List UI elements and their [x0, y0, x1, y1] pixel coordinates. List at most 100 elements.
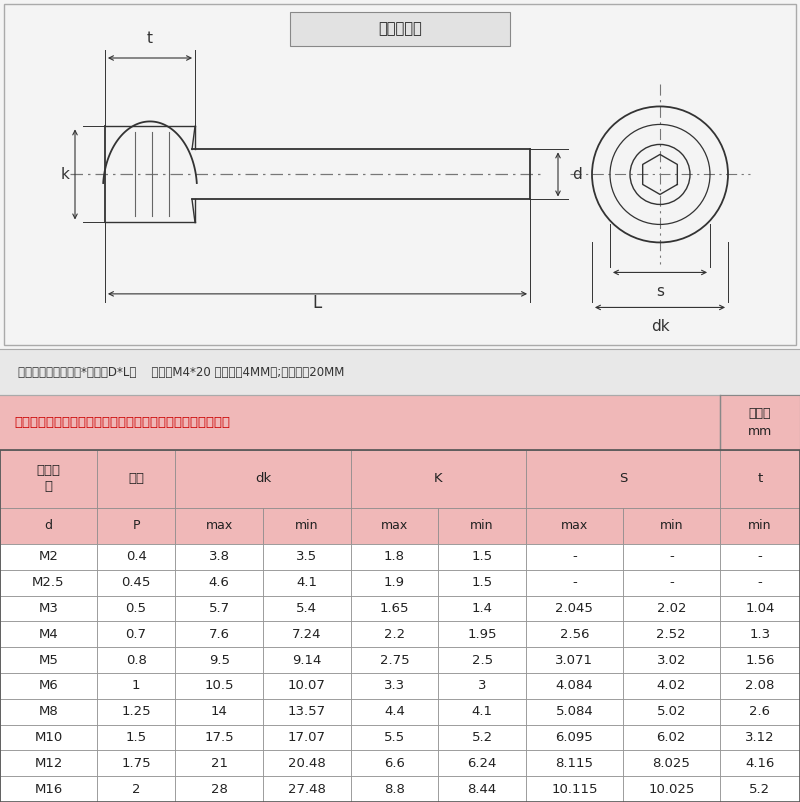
Text: M16: M16	[34, 783, 62, 796]
Text: 单位：
mm: 单位： mm	[748, 407, 772, 438]
Bar	[438, 776, 526, 802]
Bar	[0, 724, 97, 751]
Text: 2.5: 2.5	[471, 654, 493, 666]
Bar	[0, 450, 800, 802]
Text: 0.8: 0.8	[126, 654, 146, 666]
Bar	[263, 508, 350, 544]
Text: 2.2: 2.2	[384, 628, 405, 641]
Text: 3.02: 3.02	[657, 654, 686, 666]
Text: M8: M8	[38, 705, 58, 718]
Text: M2.5: M2.5	[32, 576, 65, 589]
Bar	[263, 724, 350, 751]
Bar	[175, 724, 263, 751]
Bar	[0, 349, 800, 395]
Text: 21: 21	[210, 757, 228, 770]
Bar	[526, 569, 623, 596]
Text: max: max	[561, 520, 588, 533]
Text: 2.08: 2.08	[745, 679, 774, 692]
Text: -: -	[572, 576, 577, 589]
Bar	[350, 751, 438, 776]
Text: 0.5: 0.5	[126, 602, 146, 615]
Bar	[438, 622, 526, 647]
Text: 3: 3	[478, 679, 486, 692]
Text: 2.75: 2.75	[380, 654, 410, 666]
Text: 螺距: 螺距	[128, 472, 144, 485]
Bar	[263, 699, 350, 724]
Text: 0.7: 0.7	[126, 628, 146, 641]
Bar	[720, 699, 800, 724]
Bar	[720, 450, 800, 508]
Bar	[438, 544, 526, 569]
Text: 1.75: 1.75	[122, 757, 151, 770]
Bar	[0, 395, 800, 450]
Text: 5.02: 5.02	[657, 705, 686, 718]
Bar	[175, 673, 263, 699]
Text: 5.2: 5.2	[750, 783, 770, 796]
Bar	[720, 508, 800, 544]
Bar	[720, 544, 800, 569]
Bar	[97, 776, 175, 802]
Text: M3: M3	[38, 602, 58, 615]
Bar	[350, 544, 438, 569]
Bar	[263, 544, 350, 569]
Text: 6.6: 6.6	[384, 757, 405, 770]
Text: 1.25: 1.25	[122, 705, 151, 718]
Text: 1.56: 1.56	[745, 654, 774, 666]
Bar	[0, 751, 97, 776]
Bar	[0, 673, 97, 699]
Text: 10.07: 10.07	[288, 679, 326, 692]
Bar	[350, 776, 438, 802]
Bar	[720, 673, 800, 699]
Bar	[350, 508, 438, 544]
Text: 1.65: 1.65	[380, 602, 410, 615]
Bar	[97, 647, 175, 673]
Text: M12: M12	[34, 757, 62, 770]
Text: 9.5: 9.5	[209, 654, 230, 666]
Bar	[438, 751, 526, 776]
Bar	[175, 776, 263, 802]
Text: dk: dk	[255, 472, 271, 485]
Text: 规格组成：螺纹直径*长度（D*L）    例如：M4*20 螺纹直径4MM，;螺纹长度20MM: 规格组成：螺纹直径*长度（D*L） 例如：M4*20 螺纹直径4MM，;螺纹长度…	[18, 366, 344, 379]
Text: 27.48: 27.48	[288, 783, 326, 796]
Bar	[720, 622, 800, 647]
Bar	[0, 622, 97, 647]
Bar	[97, 699, 175, 724]
Text: t: t	[147, 31, 153, 46]
Text: 1.95: 1.95	[467, 628, 497, 641]
Bar	[720, 647, 800, 673]
Bar	[350, 699, 438, 724]
Bar	[0, 0, 800, 349]
Text: 7.6: 7.6	[209, 628, 230, 641]
Bar	[350, 647, 438, 673]
Bar	[97, 544, 175, 569]
Bar	[623, 622, 720, 647]
Text: 10.025: 10.025	[648, 783, 694, 796]
Text: 3.8: 3.8	[209, 550, 230, 563]
Bar	[97, 724, 175, 751]
Bar	[350, 596, 438, 622]
Bar	[175, 751, 263, 776]
Bar	[623, 776, 720, 802]
Bar	[526, 544, 623, 569]
Text: d: d	[45, 520, 53, 533]
Bar	[526, 699, 623, 724]
Text: K: K	[434, 472, 442, 485]
Bar	[526, 450, 720, 508]
Text: 1.04: 1.04	[745, 602, 774, 615]
Bar	[526, 751, 623, 776]
Bar	[526, 673, 623, 699]
Text: 20.48: 20.48	[288, 757, 326, 770]
Bar	[0, 699, 97, 724]
Text: 6.095: 6.095	[555, 731, 594, 744]
Text: 1.5: 1.5	[471, 550, 493, 563]
Bar	[290, 12, 510, 46]
Bar	[623, 508, 720, 544]
Bar	[263, 673, 350, 699]
Text: min: min	[748, 520, 772, 533]
Text: 10.115: 10.115	[551, 783, 598, 796]
Text: 4.4: 4.4	[384, 705, 405, 718]
Text: 1.9: 1.9	[384, 576, 405, 589]
Bar	[720, 395, 800, 450]
Bar	[526, 776, 623, 802]
Text: M10: M10	[34, 731, 62, 744]
